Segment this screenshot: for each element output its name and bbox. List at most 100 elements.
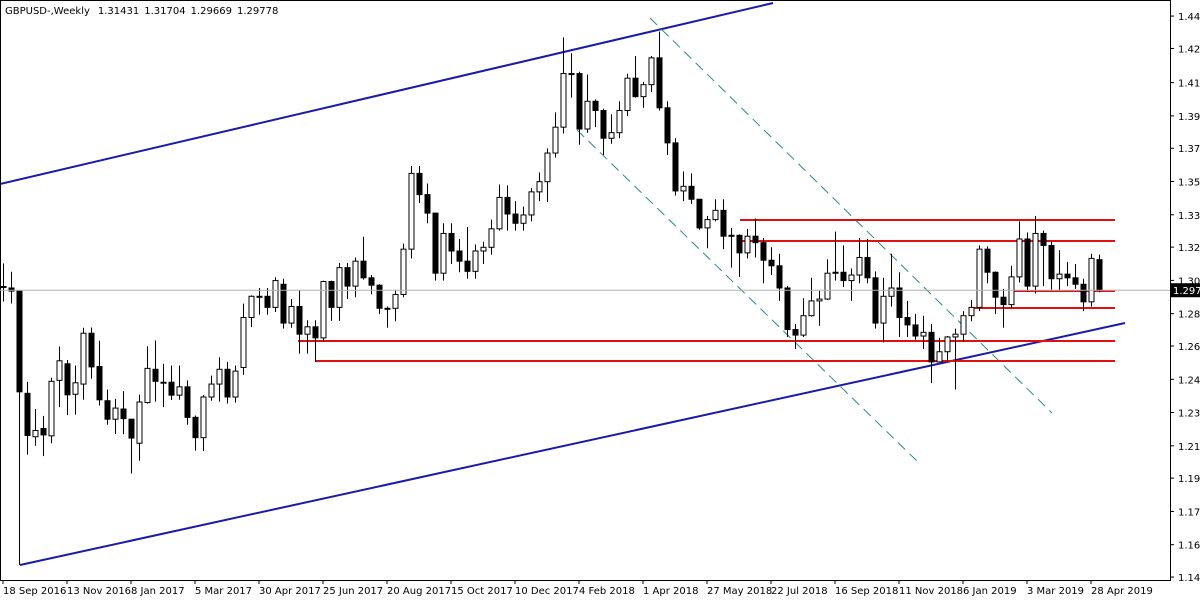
candle-body	[0, 285, 7, 288]
candle-body	[552, 126, 559, 154]
candle-body	[696, 198, 703, 229]
x-tick-label: 30 Apr 2017	[259, 586, 321, 597]
candle-body	[80, 332, 87, 385]
candle-body	[616, 110, 623, 134]
x-tick-label: 8 Jan 2017	[131, 586, 185, 597]
candle-body	[848, 274, 855, 282]
candle-body	[760, 242, 767, 261]
y-tick-label: 1.23160	[1178, 409, 1200, 420]
candle-body	[440, 232, 447, 274]
candle-body	[408, 172, 415, 250]
candle-body	[1008, 276, 1015, 306]
candle-body	[184, 386, 191, 418]
x-tick-label: 20 Aug 2017	[387, 586, 451, 597]
candle-body	[104, 400, 111, 420]
candle-body	[432, 212, 439, 274]
y-tick-label: 1.17810	[1178, 507, 1200, 518]
candle-body	[752, 235, 759, 244]
candle-body	[448, 232, 455, 252]
candle-body	[640, 84, 647, 98]
x-tick-label: 16 Sep 2018	[835, 586, 898, 597]
candle-body	[424, 194, 431, 214]
candle-body	[568, 73, 575, 76]
candle-body	[744, 235, 751, 254]
candle-body	[96, 366, 103, 401]
y-tick-label: 1.32110	[1178, 243, 1200, 254]
candle-body	[704, 219, 711, 229]
x-tick-label: 28 Apr 2019	[1091, 586, 1153, 597]
header-close: 1.29778	[237, 6, 278, 17]
candle-body	[976, 248, 983, 308]
candle-body	[48, 380, 55, 437]
header-high: 1.31704	[144, 6, 185, 17]
candle-body	[928, 331, 935, 363]
candle-body	[304, 326, 311, 335]
candle-body	[216, 368, 223, 385]
candle-body	[368, 277, 375, 286]
candle-body	[168, 381, 175, 396]
candle-body	[968, 306, 975, 317]
candle-body	[328, 280, 335, 308]
candle-body	[224, 368, 231, 398]
x-tick-label: 3 Mar 2019	[1027, 586, 1084, 597]
y-tick-label: 1.33860	[1178, 211, 1200, 222]
y-tick-label: 1.16010	[1178, 541, 1200, 552]
candle-body	[16, 290, 23, 393]
candle-body	[864, 256, 871, 279]
candle-body	[400, 248, 407, 295]
y-tick-label: 1.35660	[1178, 178, 1200, 189]
candle-body	[680, 185, 687, 192]
candle-body	[608, 132, 615, 139]
y-tick-label: 1.21360	[1178, 442, 1200, 453]
x-tick-label: 1 Apr 2018	[643, 586, 698, 597]
candle-body	[1056, 273, 1063, 280]
candle-body	[576, 73, 583, 130]
candle-body	[120, 408, 127, 420]
candle-body	[1072, 277, 1079, 285]
candle-body	[920, 331, 927, 337]
candle-body	[880, 295, 887, 324]
x-tick-label: 27 May 2018	[707, 586, 772, 597]
candle-body	[1024, 238, 1031, 287]
candle-body	[88, 332, 95, 368]
x-tick-label: 15 Oct 2017	[451, 586, 513, 597]
candle-body	[72, 382, 79, 395]
candle-body	[592, 100, 599, 112]
candle-body	[1080, 283, 1087, 303]
candle-body	[952, 333, 959, 338]
candle-body	[32, 429, 39, 438]
candle-body	[1048, 244, 1055, 280]
y-tick-label: 1.30310	[1178, 276, 1200, 287]
candle-body	[520, 214, 527, 224]
candle-body	[200, 396, 207, 439]
candle-body	[688, 185, 695, 200]
dashed-trend-line	[649, 17, 1053, 414]
candle-body	[632, 77, 639, 98]
candle-body	[768, 259, 775, 267]
candle-body	[464, 260, 471, 272]
candle-body	[528, 191, 535, 216]
candle-body	[352, 260, 359, 287]
candle-body	[1064, 273, 1071, 279]
candle-body	[584, 100, 591, 130]
candle-body	[544, 152, 551, 183]
candle-body	[24, 392, 31, 436]
candle-body	[1088, 257, 1095, 303]
header-open: 1.31431	[98, 6, 139, 17]
candle-body	[256, 295, 263, 298]
candle-body	[232, 370, 239, 398]
candle-body	[960, 315, 967, 335]
candle-body	[416, 172, 423, 196]
candle-body	[624, 77, 631, 112]
candle-body	[264, 295, 271, 308]
candle-body	[56, 360, 63, 381]
candle-body	[824, 272, 831, 300]
candle-body	[240, 317, 247, 368]
candle-body	[1040, 232, 1047, 246]
candle-body	[248, 295, 255, 319]
drawn-objects	[0, 2, 1126, 566]
candle-body	[912, 324, 919, 337]
candle-body	[992, 271, 999, 298]
candle-body	[776, 265, 783, 289]
